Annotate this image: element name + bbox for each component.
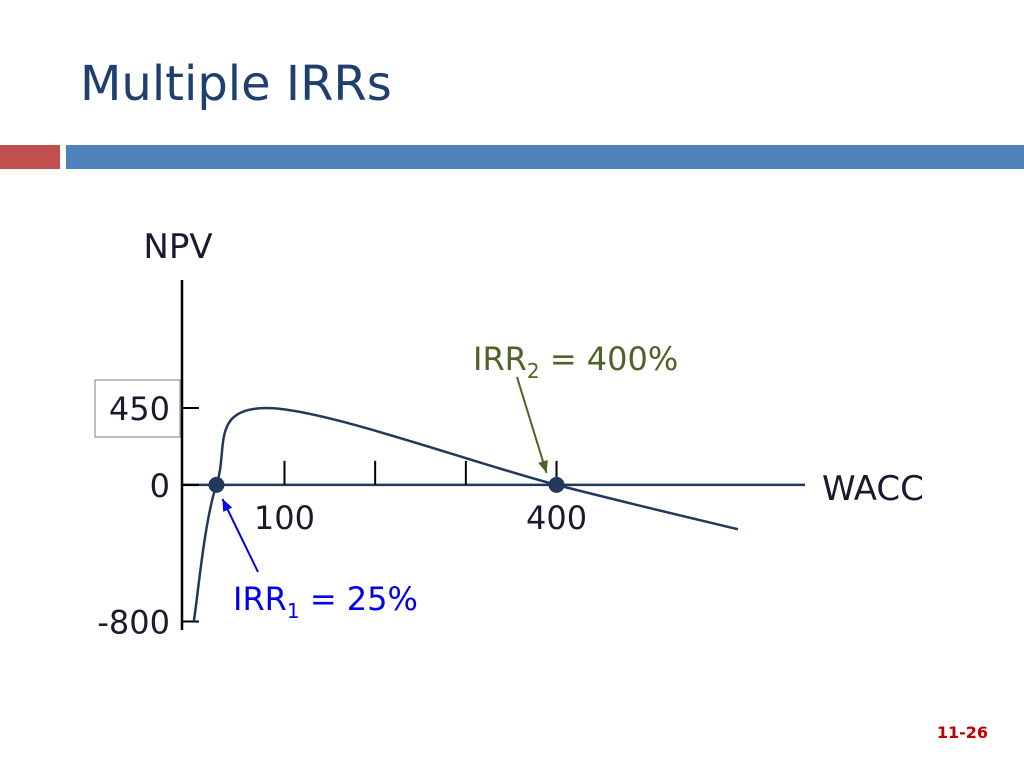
annotation: IRR1 = 25%: [233, 580, 418, 623]
y-tick-label: 450: [109, 390, 170, 428]
npv-curve: [192, 406, 739, 622]
irr-point: [548, 476, 565, 493]
y-axis-label: NPV: [143, 227, 212, 267]
arrow-head: [222, 498, 233, 512]
arrow-head: [538, 459, 548, 473]
y-tick-label: 0: [150, 467, 170, 505]
x-axis-label: WACC: [822, 469, 924, 509]
y-tick-label: -800: [97, 603, 170, 641]
annotation-rest: = 400%: [540, 340, 679, 378]
value-box: [94, 379, 181, 438]
accent-bar: [0, 145, 60, 169]
header-bar: [66, 145, 1024, 169]
annotation-arrow: [221, 498, 259, 573]
annotation: IRR2 = 400%: [473, 340, 678, 383]
annotation-rest: = 25%: [300, 580, 418, 618]
irr-point: [208, 476, 225, 493]
annotation-subscript: 2: [527, 359, 540, 383]
slide-title: Multiple IRRs: [80, 56, 392, 112]
x-tick-label: 400: [526, 499, 587, 537]
annotation-text: IRR: [473, 340, 527, 378]
annotation-text: IRR: [233, 580, 287, 618]
x-tick-label: 100: [254, 499, 315, 537]
annotation-subscript: 1: [287, 599, 300, 623]
annotation-arrow: [516, 376, 548, 474]
page-number: 11-26: [937, 723, 988, 742]
